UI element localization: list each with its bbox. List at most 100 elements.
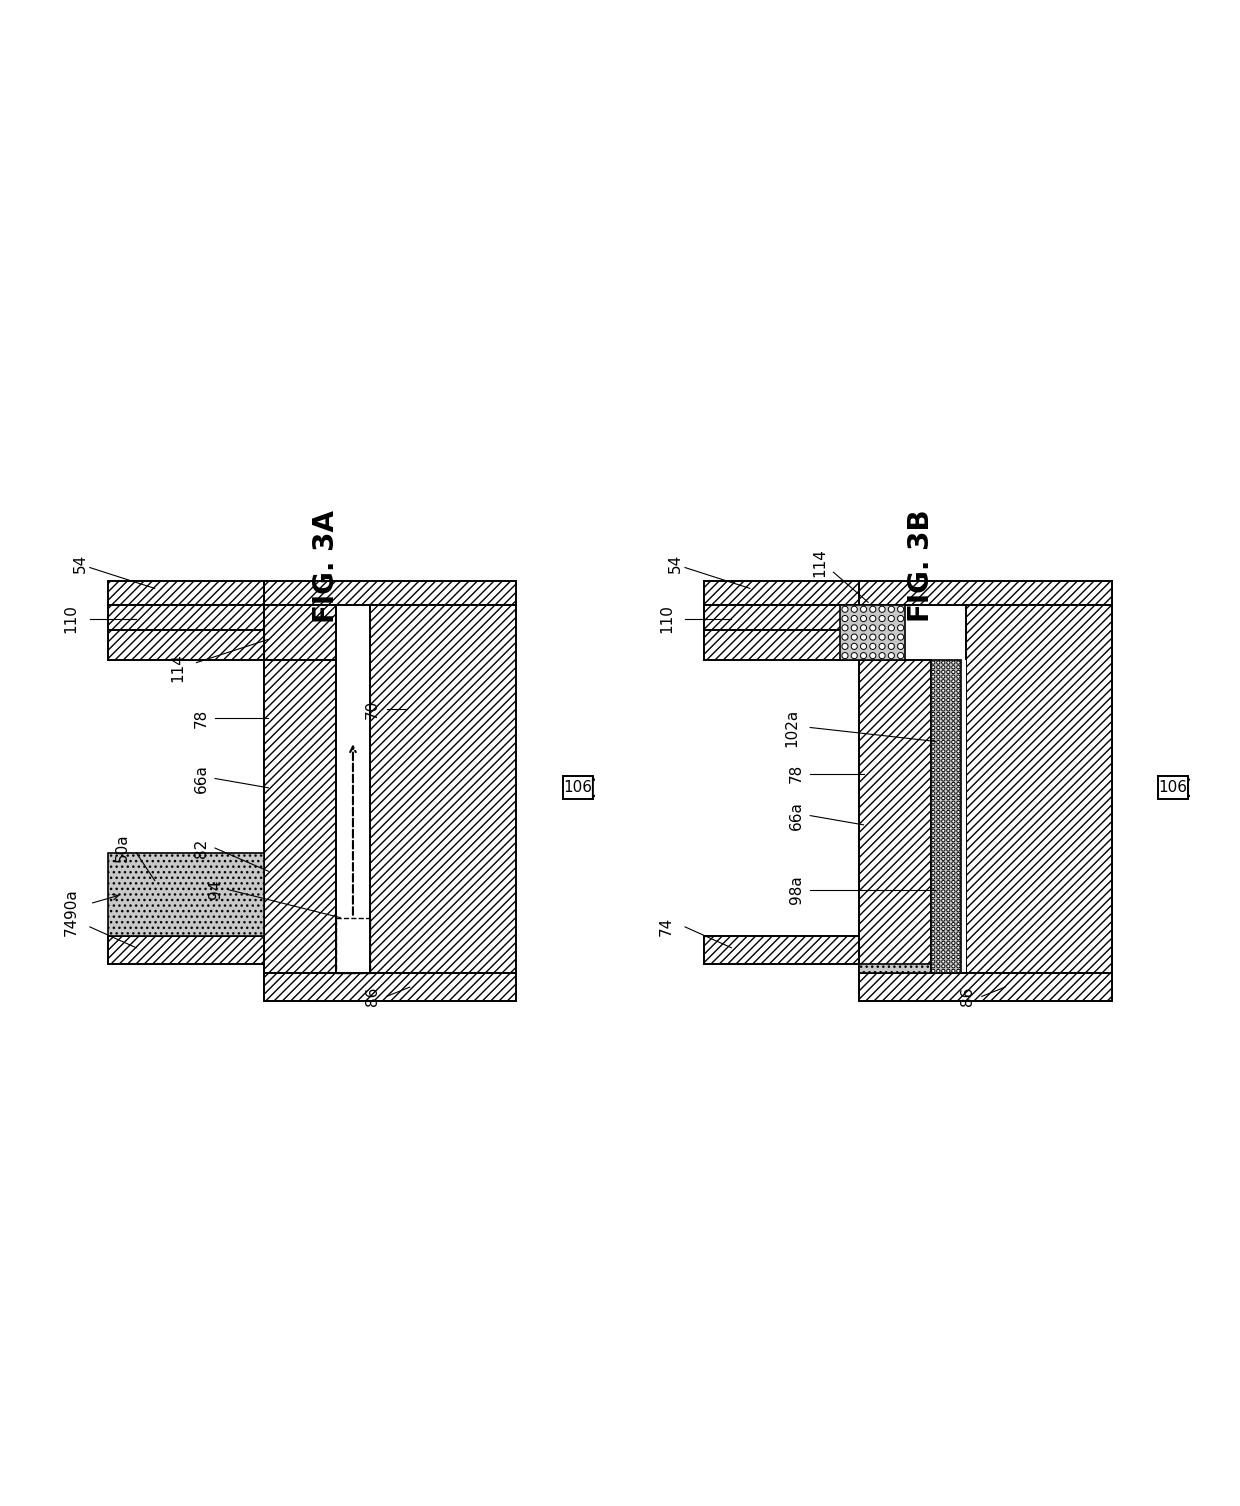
Circle shape [946,699,950,702]
Text: 82: 82 [193,839,208,858]
Circle shape [957,801,960,804]
Circle shape [941,852,945,855]
Circle shape [931,684,935,688]
Circle shape [957,684,960,688]
Bar [371,604,516,973]
Circle shape [888,652,894,658]
Circle shape [936,806,940,809]
Circle shape [957,964,960,968]
Bar [108,630,264,660]
Circle shape [946,730,950,735]
Circle shape [931,824,935,828]
Circle shape [931,819,935,824]
Circle shape [952,861,955,864]
Circle shape [941,741,945,744]
Circle shape [936,964,940,968]
Bar [703,581,859,604]
Circle shape [931,703,935,706]
Circle shape [941,843,945,846]
Circle shape [952,895,955,898]
Circle shape [931,866,935,870]
Circle shape [936,917,940,922]
Circle shape [941,801,945,804]
Circle shape [888,616,894,622]
Text: 50a: 50a [115,834,130,863]
Polygon shape [1188,779,1199,797]
Text: 54: 54 [668,553,683,572]
Circle shape [952,717,955,720]
Circle shape [946,721,950,724]
Circle shape [946,694,950,697]
Circle shape [946,881,950,884]
Circle shape [879,634,885,640]
Circle shape [957,675,960,678]
Circle shape [946,726,950,730]
Circle shape [936,750,940,753]
Text: 110: 110 [63,604,79,633]
Circle shape [931,768,935,771]
Bar [841,604,905,660]
Circle shape [946,908,950,911]
Circle shape [957,824,960,828]
Circle shape [952,745,955,748]
Circle shape [936,955,940,958]
Circle shape [957,870,960,875]
Circle shape [936,726,940,730]
Circle shape [946,852,950,855]
Circle shape [957,815,960,818]
Circle shape [946,886,950,889]
Circle shape [936,861,940,864]
Circle shape [946,913,950,917]
Circle shape [936,857,940,860]
Circle shape [952,819,955,824]
Circle shape [946,830,950,833]
Circle shape [957,928,960,931]
Circle shape [957,839,960,842]
Circle shape [957,834,960,837]
Circle shape [957,806,960,809]
Circle shape [898,625,904,631]
Circle shape [861,652,867,658]
Circle shape [879,652,885,658]
Circle shape [941,759,945,762]
Circle shape [946,824,950,828]
Circle shape [931,970,935,973]
Circle shape [936,890,940,893]
Circle shape [952,917,955,922]
Circle shape [936,839,940,842]
Circle shape [869,607,875,613]
Circle shape [936,666,940,669]
Circle shape [946,736,950,739]
Circle shape [941,750,945,753]
Circle shape [957,959,960,964]
Circle shape [842,643,848,649]
Circle shape [957,741,960,744]
Circle shape [941,726,945,730]
Circle shape [952,759,955,762]
Bar [264,973,516,1001]
Circle shape [946,819,950,824]
Circle shape [957,937,960,940]
Circle shape [941,937,945,940]
Circle shape [946,717,950,720]
Circle shape [851,607,857,613]
Text: FIG. 3B: FIG. 3B [908,509,935,622]
Circle shape [931,899,935,902]
Circle shape [936,886,940,889]
Circle shape [952,699,955,702]
Circle shape [941,768,945,771]
Circle shape [952,848,955,851]
Circle shape [936,941,940,944]
Circle shape [936,932,940,935]
Circle shape [936,843,940,846]
Circle shape [952,670,955,673]
Circle shape [941,755,945,758]
Circle shape [946,806,950,809]
Circle shape [931,937,935,940]
Circle shape [946,792,950,795]
Circle shape [936,928,940,931]
Bar [264,581,516,604]
Bar [703,630,859,660]
Circle shape [931,797,935,800]
Circle shape [957,843,960,846]
